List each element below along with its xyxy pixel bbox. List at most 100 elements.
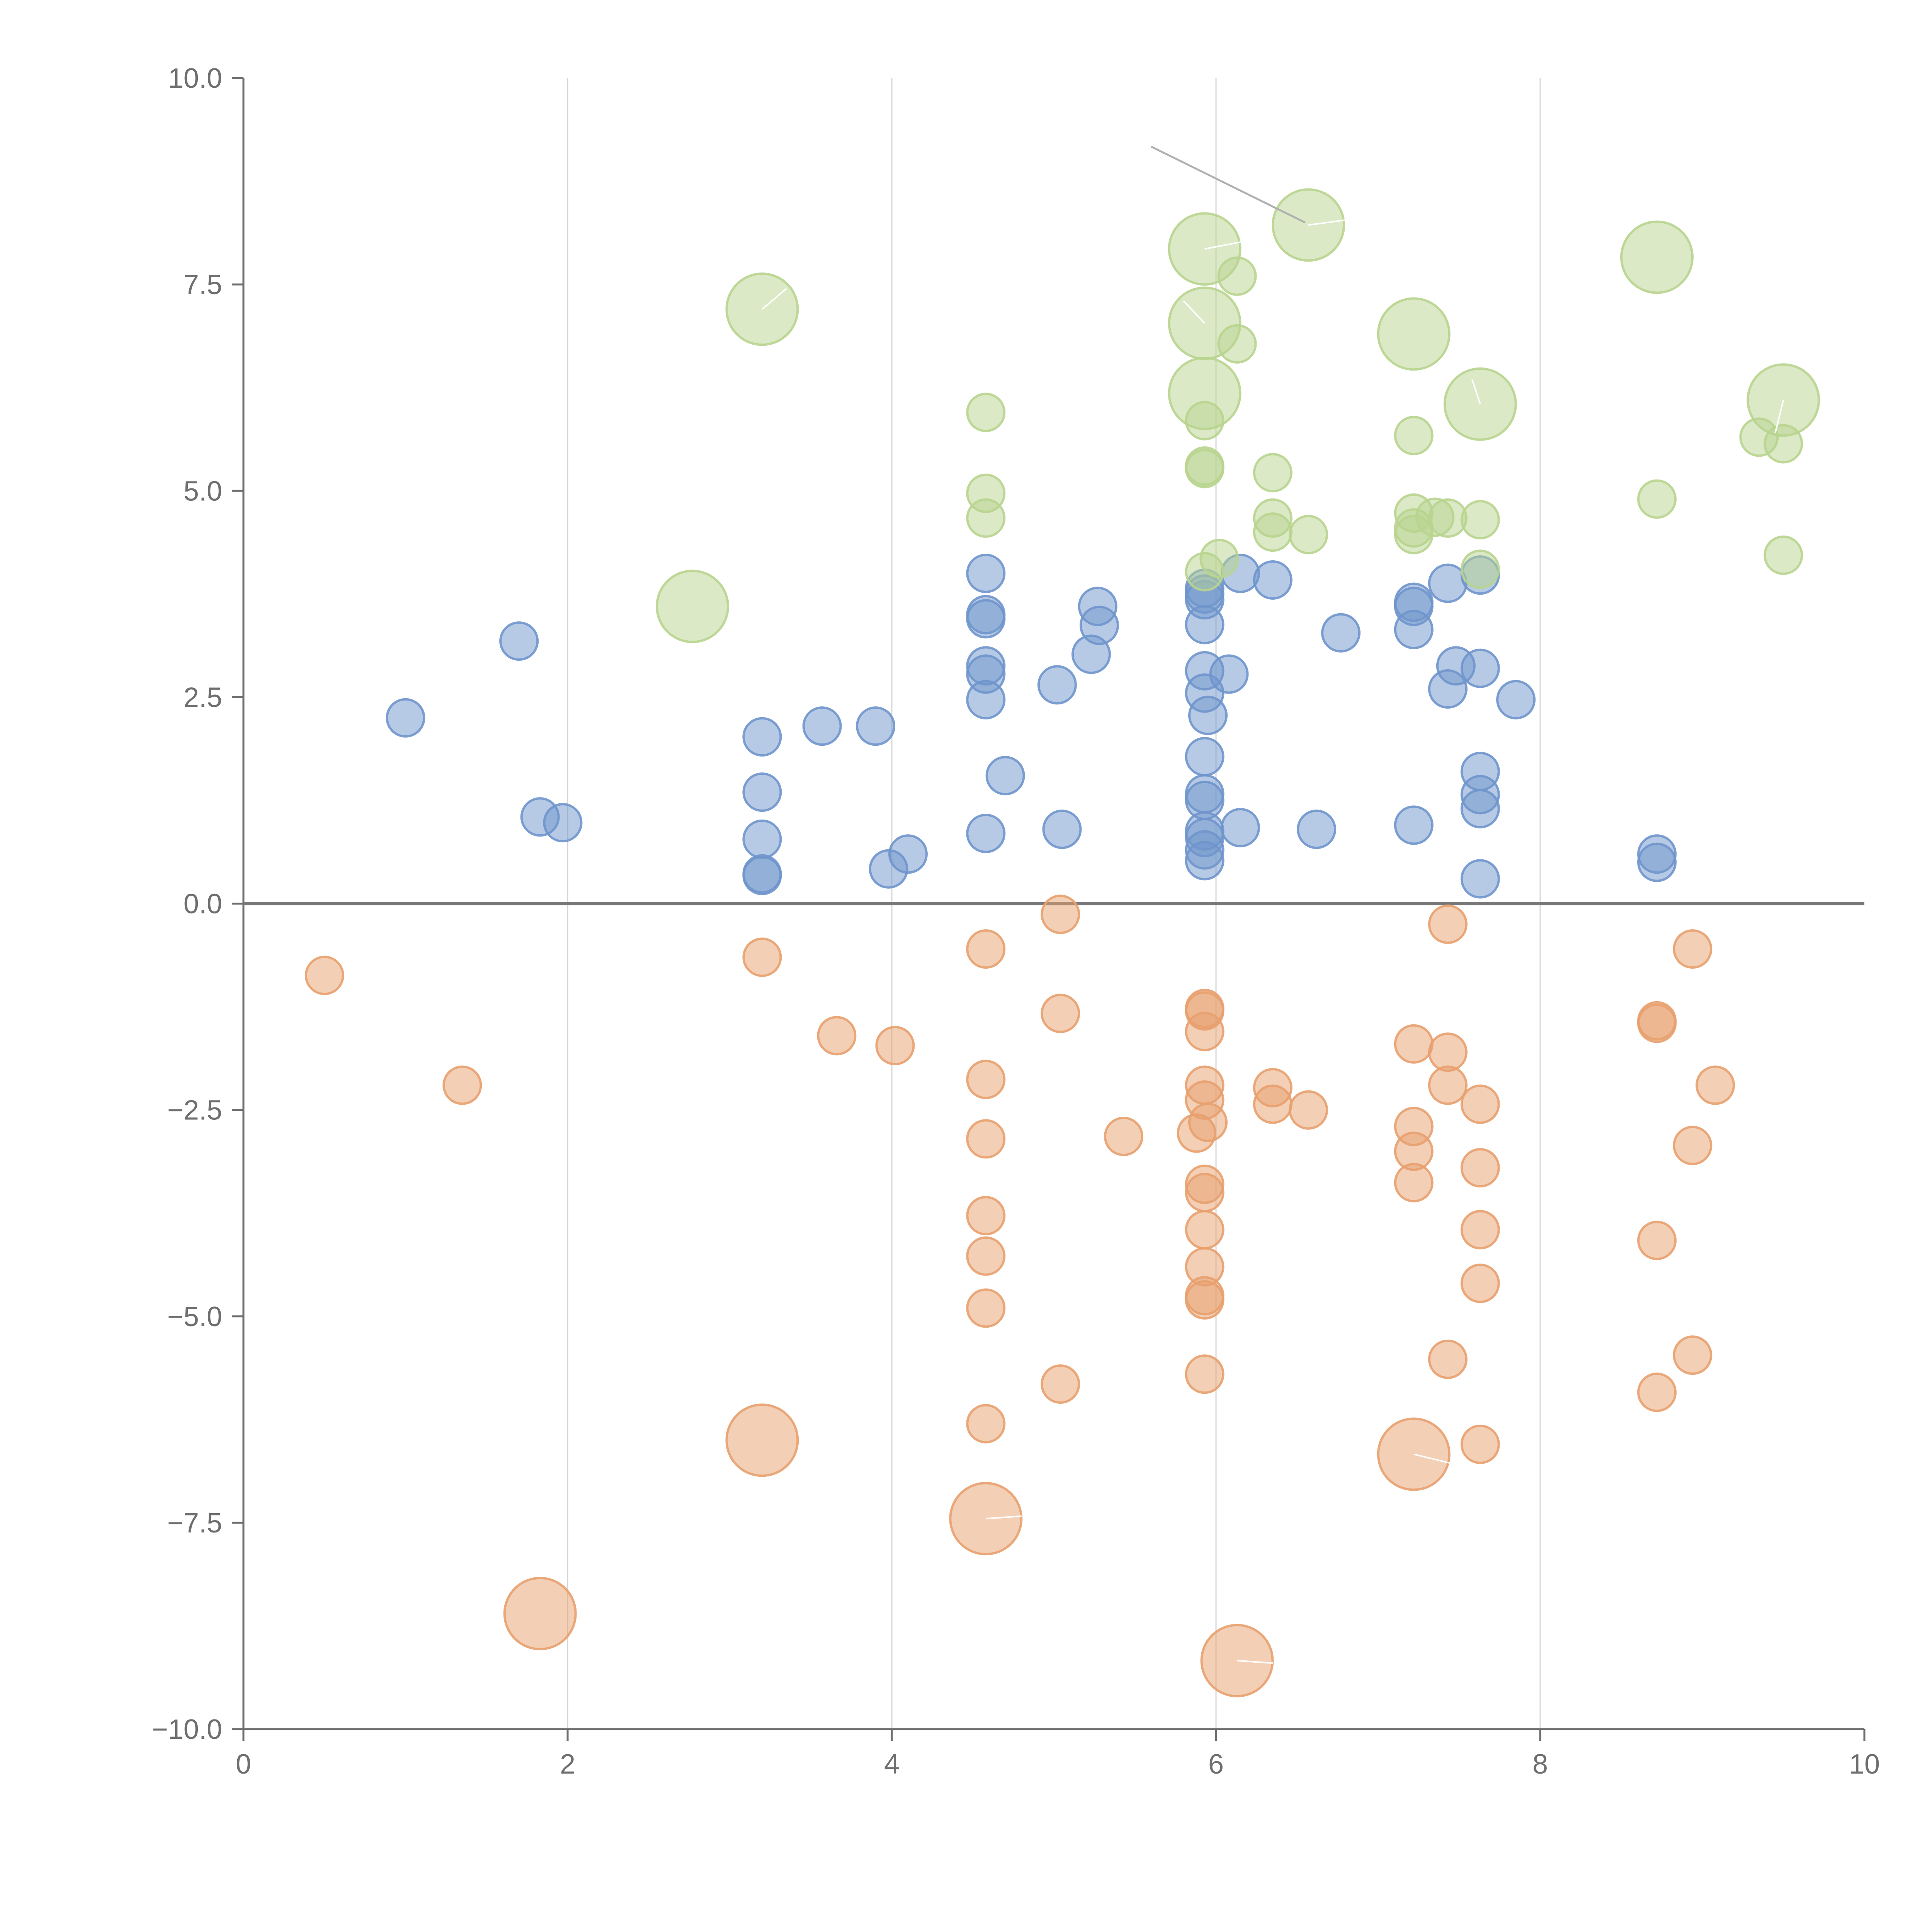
green-bubble bbox=[1217, 256, 1257, 296]
orange-bubble bbox=[1289, 1090, 1328, 1130]
blue-bubble bbox=[742, 855, 782, 895]
green-bubble bbox=[1394, 416, 1434, 456]
x-tick-label: 2 bbox=[560, 1749, 575, 1780]
orange-bubble bbox=[1428, 1065, 1468, 1105]
green-bubble bbox=[1199, 539, 1239, 578]
blue-bubble bbox=[1185, 841, 1225, 881]
annotation-leader-line bbox=[1413, 1453, 1451, 1464]
blue-bubble bbox=[1394, 610, 1434, 650]
y-tick-label: −10.0 bbox=[152, 1714, 222, 1745]
blue-bubble bbox=[742, 772, 782, 812]
orange-bubble bbox=[966, 1196, 1006, 1236]
green-bubble bbox=[1289, 515, 1328, 554]
green-bubble bbox=[1637, 479, 1677, 519]
orange-bubble bbox=[1673, 1335, 1713, 1375]
blue-bubble bbox=[499, 621, 539, 661]
orange-bubble bbox=[875, 1026, 915, 1065]
orange-bubble bbox=[1185, 1280, 1225, 1320]
annotation-layer bbox=[762, 146, 1784, 1664]
x-tick-label: 8 bbox=[1532, 1749, 1548, 1780]
orange-bubble bbox=[1185, 1210, 1225, 1250]
orange-bubble bbox=[966, 1119, 1006, 1159]
blue-bubble bbox=[1460, 789, 1500, 828]
orange-bubble bbox=[1394, 1024, 1434, 1064]
blue-bubble bbox=[1220, 808, 1260, 847]
orange-bubble bbox=[966, 1060, 1006, 1099]
y-tick-label: −2.5 bbox=[167, 1095, 222, 1126]
blue-bubble bbox=[966, 680, 1006, 719]
orange-bubble bbox=[1460, 1084, 1500, 1124]
orange-bubble bbox=[1460, 1264, 1500, 1303]
x-tick-label: 6 bbox=[1208, 1749, 1224, 1780]
axis-layer: 10.0 7.5 5.0 2.5 0.0 −2.5 −5.0 −7.5 −10.0 0 2 4 6 8 10 bbox=[152, 63, 1880, 1780]
y-tick-label: 0.0 bbox=[184, 889, 222, 920]
orange-bubble bbox=[1041, 895, 1080, 934]
orange-bubble bbox=[742, 937, 782, 977]
green-bubble bbox=[966, 393, 1006, 432]
blue-bubble bbox=[1042, 810, 1082, 849]
y-tick-label: 5.0 bbox=[184, 476, 222, 507]
orange-bubble bbox=[1188, 1102, 1228, 1142]
orange-bubble bbox=[966, 1288, 1006, 1328]
blue-bubble bbox=[742, 819, 782, 859]
blue-bubble bbox=[985, 756, 1025, 796]
green-bubble bbox=[1253, 512, 1293, 552]
blue-bubble bbox=[966, 553, 1006, 593]
orange-bubble bbox=[503, 1577, 577, 1650]
green-bubble bbox=[1253, 453, 1293, 493]
green-bubble bbox=[1620, 220, 1694, 294]
orange-bubble bbox=[1637, 1221, 1677, 1260]
annotation-leader-line bbox=[986, 1515, 1022, 1520]
y-tick-label: 7.5 bbox=[184, 269, 222, 300]
blue-bubble bbox=[1185, 605, 1225, 645]
blue-bubble bbox=[1496, 680, 1536, 719]
annotation-leader-line bbox=[1471, 379, 1481, 405]
blue-bubble bbox=[1460, 648, 1500, 688]
green-bubble bbox=[1460, 549, 1500, 589]
orange-bubble bbox=[1460, 1210, 1500, 1250]
y-tick-label: 2.5 bbox=[184, 682, 222, 713]
blue-bubble bbox=[1394, 805, 1434, 845]
blue-bubble bbox=[742, 717, 782, 757]
orange-bubble bbox=[1185, 1173, 1225, 1213]
blue-bubble bbox=[1188, 696, 1228, 735]
orange-bubble bbox=[442, 1065, 482, 1105]
blue-bubble bbox=[1297, 810, 1337, 849]
orange-bubble bbox=[1041, 1364, 1080, 1404]
annotation-leader-line bbox=[1308, 219, 1346, 226]
green-bubble bbox=[1460, 500, 1500, 540]
blue-bubble bbox=[888, 834, 928, 874]
green-bubble bbox=[1217, 324, 1257, 364]
green-bubble bbox=[1764, 535, 1803, 575]
orange-bubble bbox=[1041, 993, 1080, 1033]
blue-bubble bbox=[543, 803, 583, 843]
orange-bubble bbox=[1253, 1084, 1293, 1124]
orange-bubble bbox=[304, 956, 344, 995]
orange-bubble bbox=[1460, 1148, 1500, 1188]
orange-bubble bbox=[1185, 1012, 1225, 1051]
orange-bubble bbox=[966, 1236, 1006, 1276]
orange-bubble bbox=[1104, 1116, 1143, 1156]
orange-bubble bbox=[1428, 904, 1468, 944]
x-tick-label: 4 bbox=[884, 1749, 900, 1780]
blue-bubble bbox=[1079, 605, 1119, 645]
annotation-leader-line bbox=[1183, 300, 1206, 324]
green-bubble bbox=[966, 498, 1006, 538]
y-tick-label: −7.5 bbox=[167, 1508, 222, 1539]
blue-bubble bbox=[1209, 654, 1249, 694]
orange-bubble bbox=[1637, 1372, 1677, 1412]
orange-bubble bbox=[1673, 929, 1713, 969]
annotation-leader-line bbox=[1237, 1660, 1273, 1664]
orange-bubble bbox=[966, 1404, 1006, 1444]
blue-bubble bbox=[1253, 560, 1293, 600]
orange-bubble bbox=[1460, 1424, 1500, 1464]
blue-bubble bbox=[856, 706, 896, 746]
green-bubble bbox=[1185, 401, 1225, 440]
green-bubble bbox=[725, 272, 799, 346]
green-bubble bbox=[1185, 449, 1225, 488]
y-tick-label: −5.0 bbox=[167, 1301, 222, 1332]
blue-bubble bbox=[802, 706, 842, 746]
x-tick-label: 10 bbox=[1849, 1749, 1880, 1780]
